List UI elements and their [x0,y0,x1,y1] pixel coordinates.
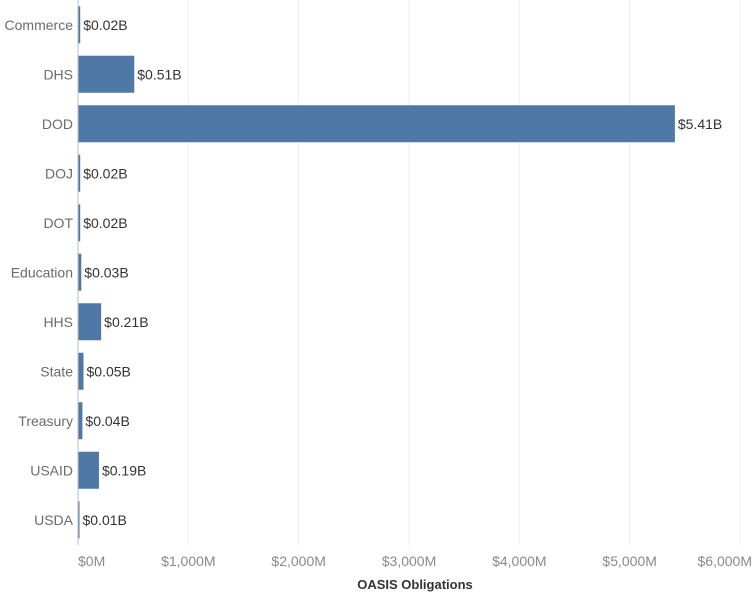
x-tick-label: $4,000M [492,553,546,569]
category-label-education: Education [11,264,73,280]
data-label-dot: $0.02B [83,215,127,231]
bar-dot [78,204,81,242]
data-label-dod: $5.41B [678,116,722,132]
bar-state [78,352,84,390]
category-labels: Commerce DHS DOD DOJ DOT Education HHS State Tre… [5,17,74,528]
category-label-commerce: Commerce [5,17,74,33]
bar-dod [78,105,675,143]
data-label-treasury: $0.04B [85,413,129,429]
gridlines [187,0,741,545]
data-label-state: $0.05B [87,363,131,379]
x-tick-label: $1,000M [161,553,215,569]
bar-education [78,253,82,291]
x-tick-labels: $0M $1,000M $2,000M $3,000M $4,000M $5,000M $6… [78,553,752,569]
x-axis-title: OASIS Obligations [357,577,473,592]
data-label-usda: $0.01B [83,512,127,528]
bars [78,6,675,539]
data-label-usaid: $0.19B [102,462,146,478]
category-label-dhs: DHS [43,66,73,82]
bar-commerce [78,6,81,44]
x-tick-label: $3,000M [382,553,436,569]
bar-usda [78,501,80,539]
bar-hhs [78,303,102,341]
x-tick-label: $5,000M [602,553,656,569]
data-label-education: $0.03B [84,264,128,280]
data-label-commerce: $0.02B [83,17,127,33]
x-tick-label: $0M [78,553,105,569]
category-label-hhs: HHS [43,314,73,330]
category-label-usda: USDA [34,512,74,528]
data-label-doj: $0.02B [83,165,127,181]
category-label-dot: DOT [43,215,73,231]
data-labels: $0.02B $0.51B $5.41B $0.02B $0.02B $0.03B $0.2… [83,17,723,528]
data-label-hhs: $0.21B [104,314,148,330]
category-label-usaid: USAID [30,462,73,478]
data-label-dhs: $0.51B [137,66,181,82]
bar-usaid [78,451,99,489]
bar-dhs [78,55,135,93]
bar-treasury [78,402,83,440]
x-tick-label: $2,000M [271,553,325,569]
x-tick-label: $6,000M [698,553,752,569]
bar-doj [78,154,81,192]
category-label-state: State [40,363,73,379]
category-label-doj: DOJ [45,165,73,181]
category-label-treasury: Treasury [18,413,73,429]
category-label-dod: DOD [42,116,73,132]
